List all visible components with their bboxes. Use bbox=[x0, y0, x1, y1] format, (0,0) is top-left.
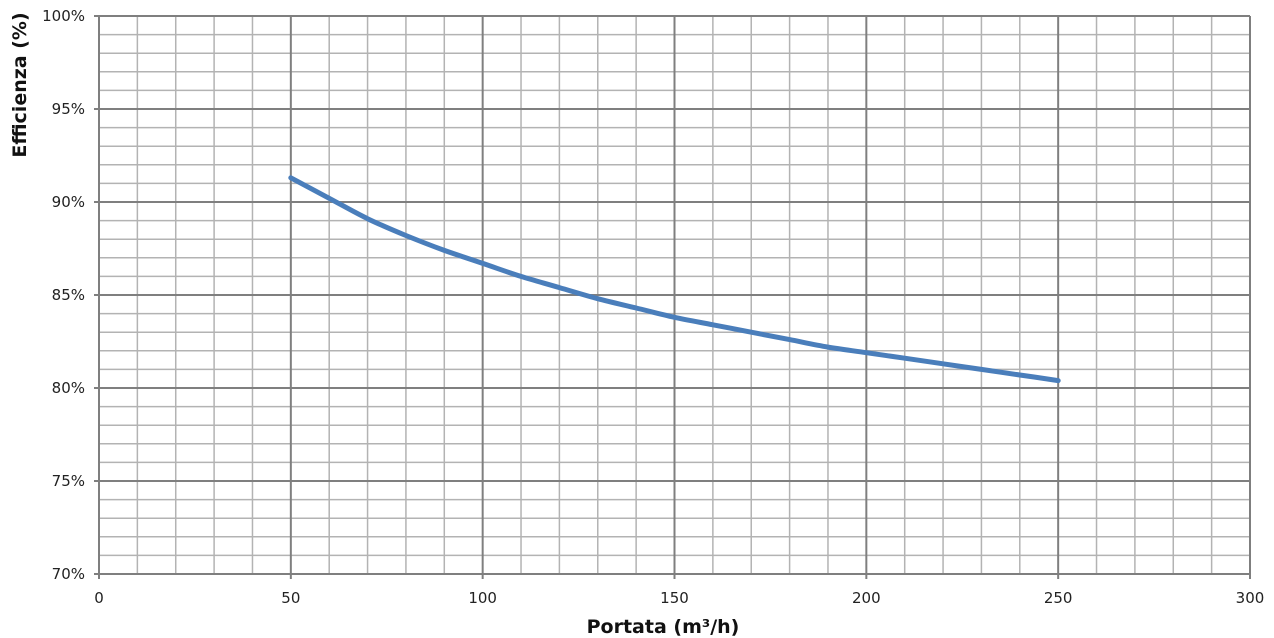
x-tick-label: 300 bbox=[1236, 589, 1265, 607]
y-tick-label: 75% bbox=[52, 472, 85, 490]
y-tick-label: 95% bbox=[52, 100, 85, 118]
y-tick-labels: 70% 75% 80% 85% 90% 95% 100% bbox=[42, 7, 85, 583]
x-tick-label: 50 bbox=[281, 589, 300, 607]
y-tick-label: 85% bbox=[52, 286, 85, 304]
x-tick-label: 100 bbox=[468, 589, 497, 607]
y-tick-label: 100% bbox=[42, 7, 85, 25]
efficiency-series-line bbox=[288, 175, 1061, 384]
y-tick-label: 70% bbox=[52, 565, 85, 583]
series-layer bbox=[288, 175, 1061, 384]
x-tick-label: 200 bbox=[852, 589, 881, 607]
x-tick-label: 0 bbox=[94, 589, 104, 607]
y-axis-title: Efficienza (%) bbox=[9, 12, 31, 157]
major-grid bbox=[98, 15, 1251, 575]
x-tick-label: 250 bbox=[1044, 589, 1073, 607]
y-tick-label: 90% bbox=[52, 193, 85, 211]
axes bbox=[94, 15, 1251, 579]
x-tick-labels: 0 50 100 150 200 250 300 bbox=[94, 589, 1264, 607]
y-tick-label: 80% bbox=[52, 379, 85, 397]
x-tick-label: 150 bbox=[660, 589, 689, 607]
x-axis-title: Portata (m³/h) bbox=[587, 616, 740, 638]
